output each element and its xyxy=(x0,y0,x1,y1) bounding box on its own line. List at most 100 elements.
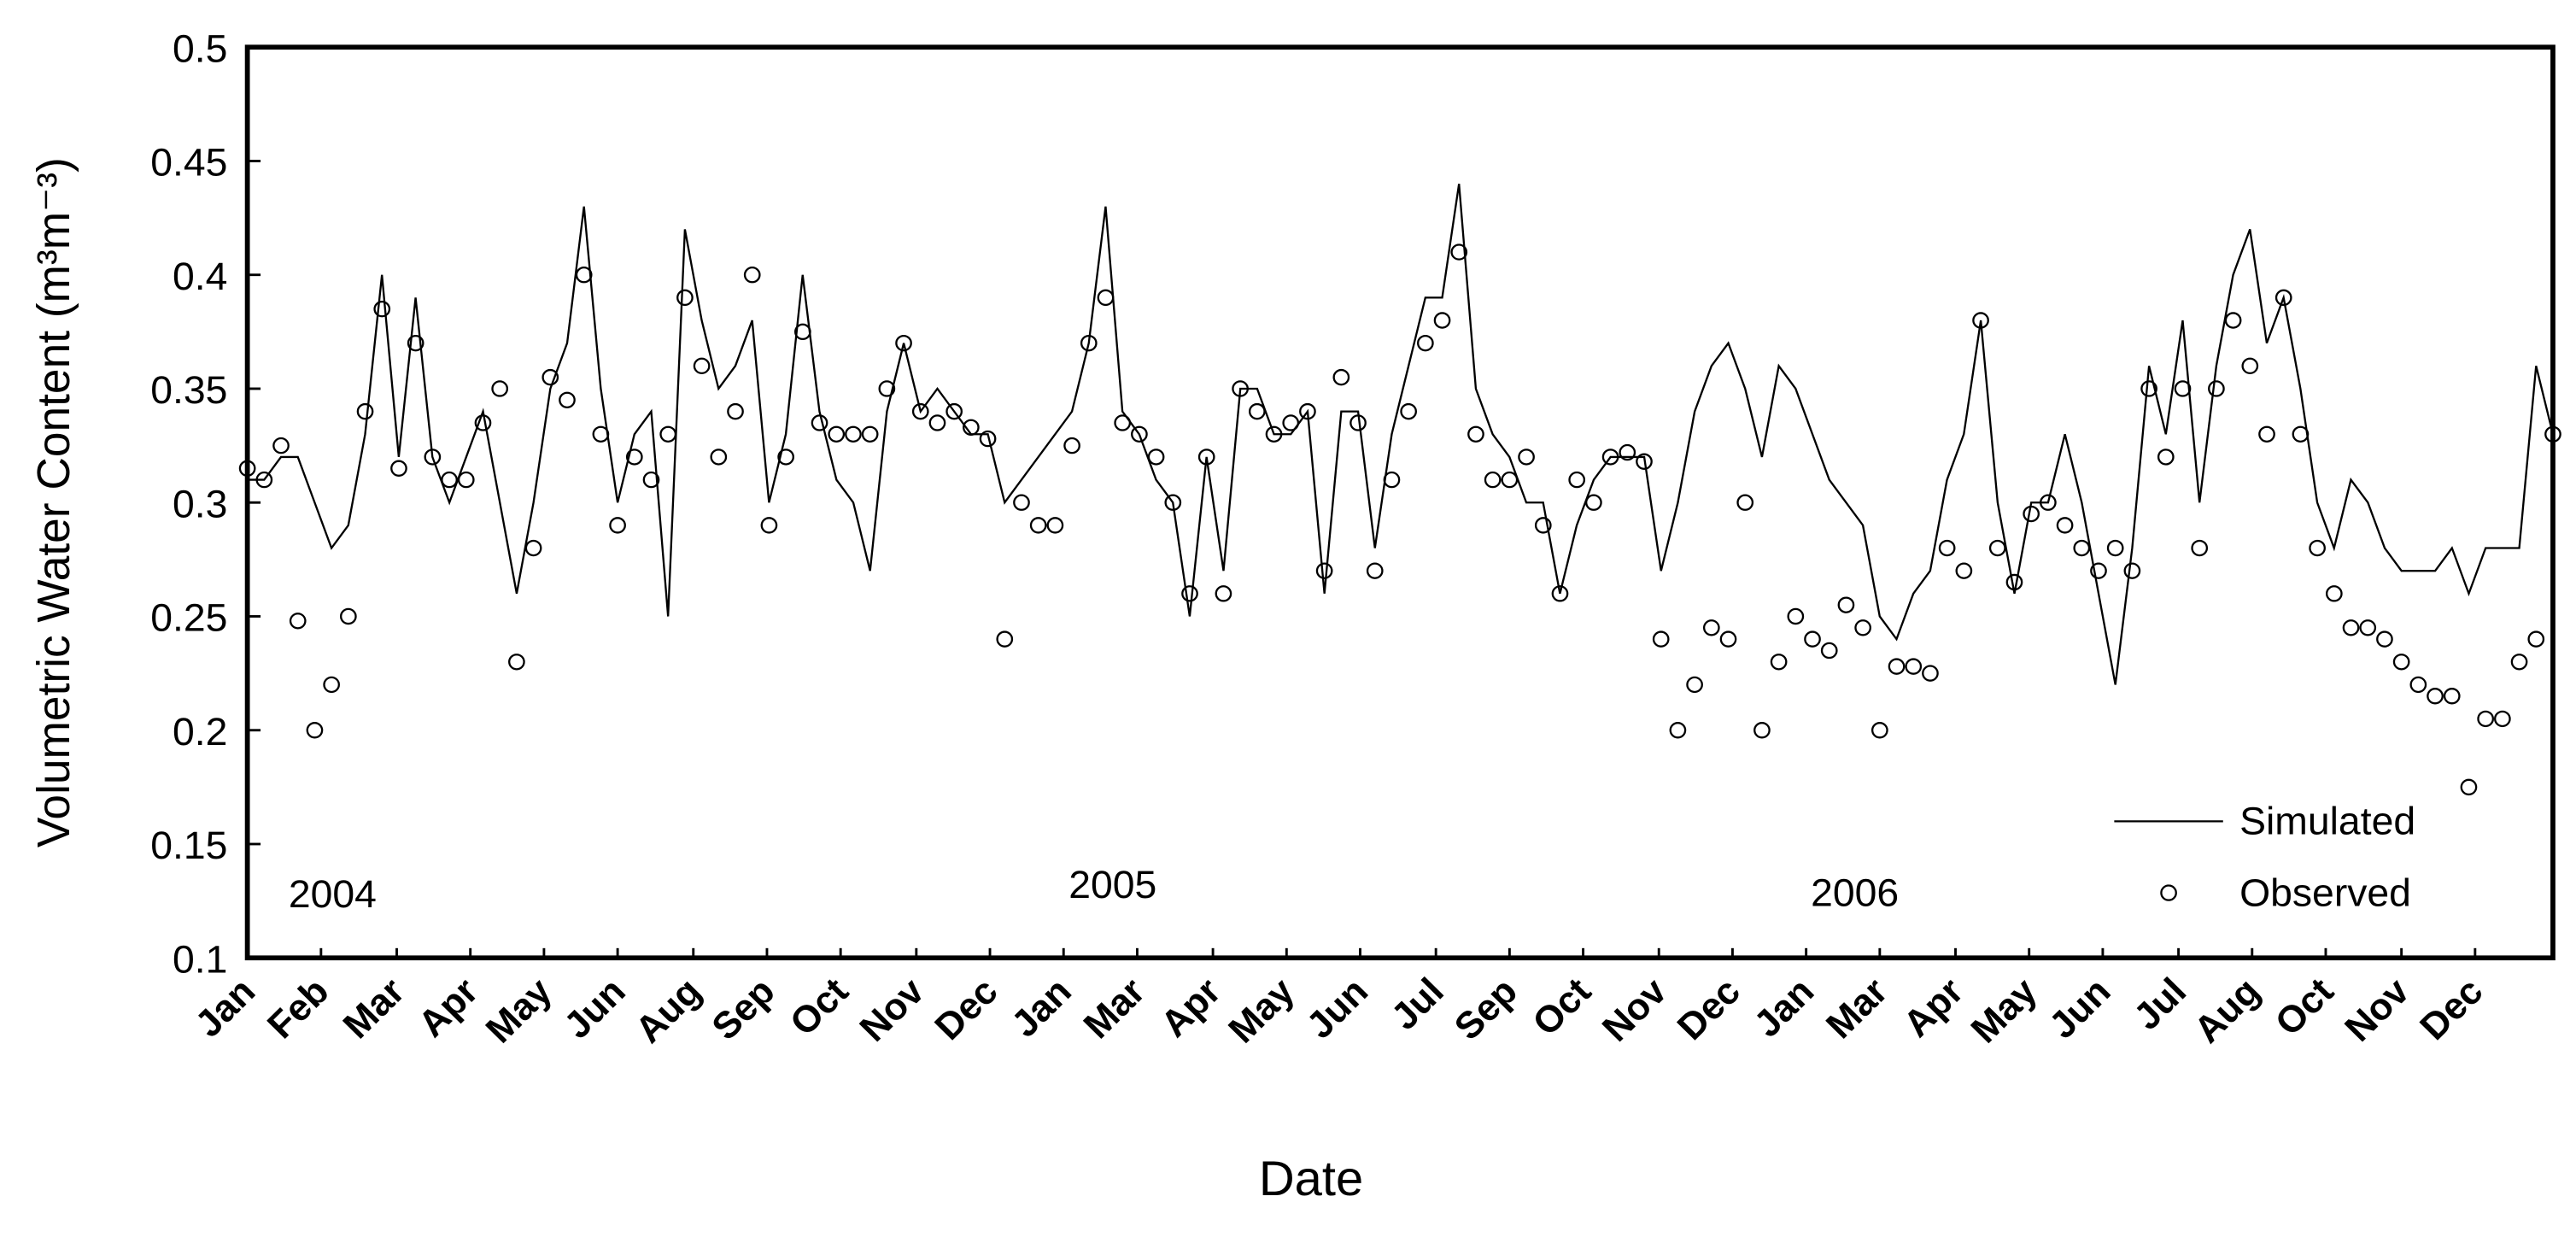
observed-point xyxy=(1518,449,1535,466)
observed-point xyxy=(2191,539,2209,557)
observed-point xyxy=(1787,607,1805,625)
legend-label: Simulated xyxy=(2239,799,2415,843)
observed-point xyxy=(2309,539,2326,557)
observed-point xyxy=(474,414,492,431)
observed-point xyxy=(1753,722,1771,739)
y-tick-label: 0.35 xyxy=(150,367,227,412)
observed-point xyxy=(1383,471,1401,489)
x-tick-label: Oct xyxy=(2267,970,2341,1044)
observed-point xyxy=(1164,494,1182,511)
observed-point xyxy=(1972,312,1989,329)
observed-point xyxy=(1636,453,1653,470)
observed-point xyxy=(2494,710,2511,728)
x-tick-label: Jan xyxy=(187,970,263,1046)
observed-point xyxy=(793,323,811,341)
x-tick-label: Mar xyxy=(1075,970,1153,1047)
observed-point xyxy=(491,380,509,397)
observed-point xyxy=(1905,658,1923,675)
observed-point xyxy=(1046,517,1064,534)
observed-point xyxy=(1282,414,1300,431)
observed-point xyxy=(1837,596,1855,613)
observed-point xyxy=(1551,585,1569,602)
observed-point xyxy=(1686,676,1703,694)
observed-point xyxy=(2106,539,2124,557)
x-tick-label: Jun xyxy=(1299,970,1377,1047)
observed-point xyxy=(693,357,711,375)
x-tick-label: Oct xyxy=(1525,970,1599,1044)
observed-point xyxy=(1299,402,1316,420)
observed-point xyxy=(2208,380,2225,397)
observed-point xyxy=(2258,425,2275,443)
observed-point xyxy=(2140,380,2157,397)
observed-point xyxy=(1315,562,1333,579)
x-tick-label: Jan xyxy=(1004,970,1080,1046)
x-tick-label: Jun xyxy=(2041,970,2119,1047)
observed-point xyxy=(2292,425,2310,443)
observed-point xyxy=(2427,688,2444,705)
observed-point xyxy=(2359,619,2377,636)
x-tick-label: Feb xyxy=(260,970,337,1047)
observed-point xyxy=(1669,722,1687,739)
observed-point xyxy=(609,517,626,534)
observed-point xyxy=(407,334,424,352)
observed-point xyxy=(559,391,576,409)
observed-point xyxy=(625,449,643,466)
observed-point xyxy=(2443,688,2461,705)
observed-point xyxy=(760,517,778,534)
observed-point xyxy=(340,607,357,625)
y-tick-label: 0.45 xyxy=(150,140,227,185)
observed-point xyxy=(1349,414,1367,431)
observed-point xyxy=(1871,722,1888,739)
observed-point xyxy=(861,425,879,443)
observed-point xyxy=(289,613,307,630)
observed-point xyxy=(963,419,980,436)
observed-point xyxy=(2123,562,2141,579)
observed-point xyxy=(2325,585,2343,602)
observed-point xyxy=(1719,630,1737,648)
observed-point xyxy=(1938,539,1956,557)
x-tick-label: May xyxy=(1221,970,1303,1051)
observed-point xyxy=(710,449,728,466)
observed-point xyxy=(2510,654,2528,671)
observed-point xyxy=(1131,425,1148,443)
observed-point xyxy=(743,267,761,284)
observed-point xyxy=(2224,312,2242,329)
observed-point xyxy=(1400,402,1417,420)
observed-point xyxy=(1433,312,1451,329)
y-tick-label: 0.25 xyxy=(150,595,227,640)
observed-point xyxy=(1029,517,1047,534)
observed-point xyxy=(390,460,407,477)
observed-point xyxy=(828,425,846,443)
observed-point xyxy=(2274,289,2292,307)
x-tick-label: Sep xyxy=(704,970,782,1048)
observed-point xyxy=(1265,425,1283,443)
y-tick-label: 0.3 xyxy=(173,482,227,526)
observed-point xyxy=(1820,642,1838,660)
observed-point xyxy=(1181,585,1198,602)
observed-point xyxy=(1804,630,1821,648)
observed-point xyxy=(1922,665,1939,682)
observed-point xyxy=(2040,494,2057,511)
observed-point xyxy=(1619,443,1636,461)
observed-point xyxy=(1097,289,1115,307)
observed-point xyxy=(255,471,273,489)
observed-point xyxy=(1114,414,1132,431)
observed-point xyxy=(2241,357,2259,375)
y-tick-label: 0.1 xyxy=(173,937,227,982)
observed-point xyxy=(1063,437,1080,454)
observed-point xyxy=(1770,654,1788,671)
x-tick-label: Nov xyxy=(1595,970,1676,1049)
observed-point xyxy=(1601,449,1619,466)
year-annotation: 2006 xyxy=(1811,871,1899,915)
observed-point xyxy=(1332,368,1350,386)
observed-point xyxy=(1467,425,1484,443)
observed-point xyxy=(2527,630,2545,648)
observed-point xyxy=(1197,449,1215,466)
observed-point xyxy=(1215,585,1232,602)
observed-point xyxy=(2460,778,2478,796)
observed-point xyxy=(676,289,694,307)
x-tick-label: Sep xyxy=(1447,970,1525,1048)
x-tick-label: Apr xyxy=(1895,970,1971,1046)
observed-point xyxy=(659,425,677,443)
observed-point xyxy=(2409,676,2427,694)
